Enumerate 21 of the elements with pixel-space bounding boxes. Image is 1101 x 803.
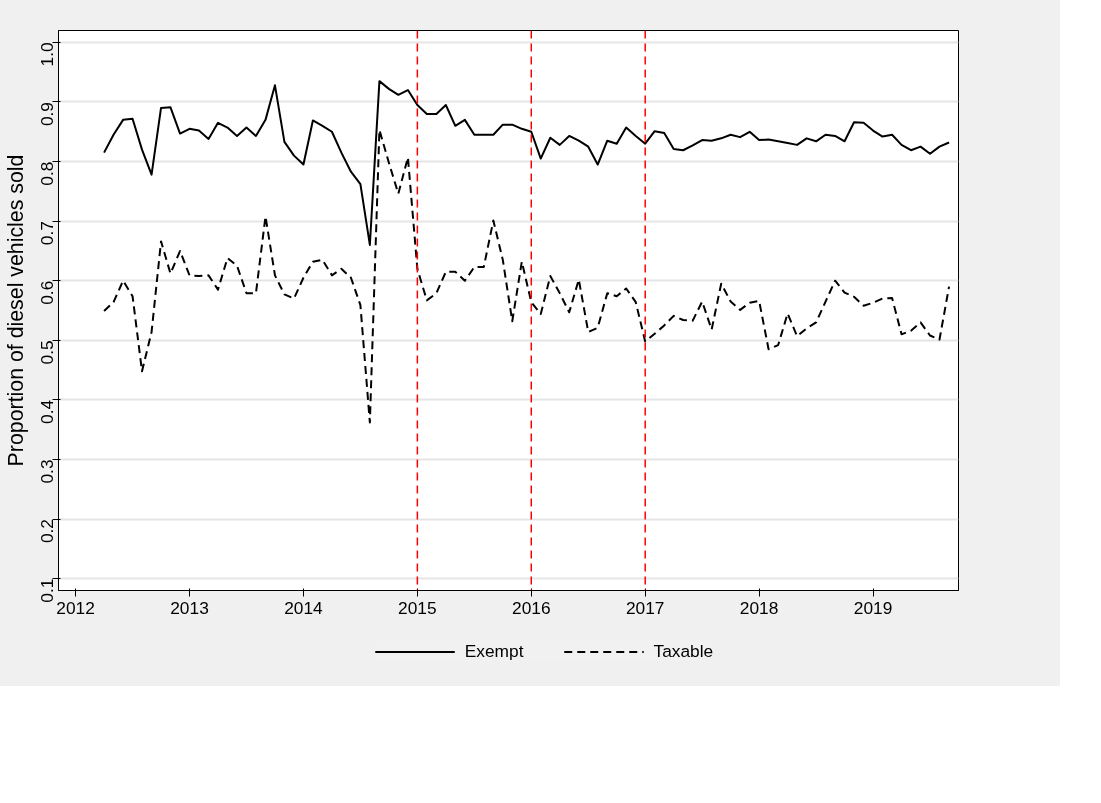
x-tick-label: 2019 <box>853 597 893 618</box>
y-tick-label: 0.6 <box>37 280 58 305</box>
y-axis-title: Proportion of diesel vehicles sold <box>3 154 28 467</box>
y-tick-label: 0.7 <box>37 221 58 246</box>
x-tick-label: 2014 <box>284 597 324 618</box>
y-tick-label: 0.5 <box>37 340 58 365</box>
y-tick-label: 0.2 <box>37 519 58 544</box>
x-tick-label: 2015 <box>398 597 437 618</box>
y-tick-label: 1.0 <box>37 42 58 67</box>
y-tick-label: 0.9 <box>37 101 58 127</box>
x-tick-label: 2012 <box>56 597 95 618</box>
y-tick-label: 0.3 <box>37 459 58 484</box>
y-tick-label: 0.8 <box>37 161 58 186</box>
legend-label: Exempt <box>464 640 524 662</box>
x-tick-label: 2018 <box>739 597 779 618</box>
x-tick-label: 2017 <box>625 597 665 618</box>
legend-label: Taxable <box>653 640 714 662</box>
x-tick-label: 2013 <box>170 597 209 618</box>
y-tick-label: 0.4 <box>37 399 58 424</box>
x-tick-label: 2016 <box>512 597 551 618</box>
y-tick-label: 0.1 <box>37 578 58 603</box>
